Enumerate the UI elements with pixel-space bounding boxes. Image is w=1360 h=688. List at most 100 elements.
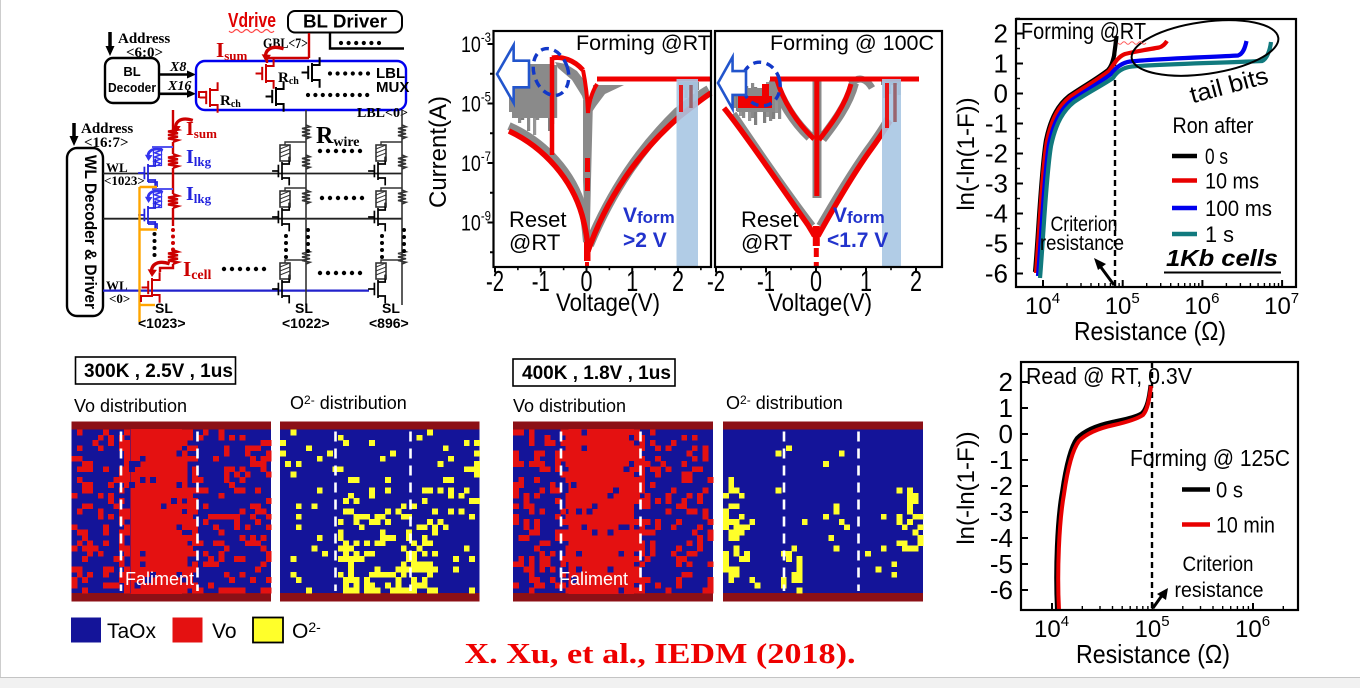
svg-text:BL: BL — [123, 64, 140, 79]
svg-text:WL: WL — [106, 278, 128, 293]
svg-text:400K , 1.8V , 1us: 400K , 1.8V , 1us — [522, 363, 671, 384]
svg-text:Rch: Rch — [278, 70, 299, 87]
svg-text:Forming @ 100C: Forming @ 100C — [770, 31, 934, 55]
svg-text:-1: -1 — [990, 445, 1013, 475]
svg-text:-4: -4 — [990, 523, 1013, 553]
svg-text:Voltage(V): Voltage(V) — [556, 289, 660, 317]
svg-text:-6: -6 — [990, 575, 1013, 605]
svg-text:Isum: Isum — [216, 38, 247, 63]
svg-text:@RT: @RT — [741, 230, 792, 255]
svg-text:Rwire: Rwire — [316, 123, 360, 150]
svg-text:300K , 2.5V , 1us: 300K , 2.5V , 1us — [84, 361, 233, 382]
svg-text:Faliment: Faliment — [559, 569, 628, 589]
svg-text:-2: -2 — [985, 139, 1008, 169]
svg-text:-5: -5 — [985, 229, 1008, 259]
svg-text:Address: Address — [118, 31, 170, 47]
svg-text:Ilkg: Ilkg — [186, 146, 212, 169]
svg-text:1 s: 1 s — [1205, 222, 1234, 247]
svg-text:>2 V: >2 V — [623, 229, 667, 252]
svg-text:-2: -2 — [990, 471, 1013, 501]
svg-text:Resistance (Ω): Resistance (Ω) — [1074, 316, 1226, 346]
svg-text:-1: -1 — [532, 266, 550, 298]
svg-text:Read @ RT, 0.3V: Read @ RT, 0.3V — [1026, 363, 1193, 389]
svg-text:<896>: <896> — [369, 315, 409, 331]
svg-text:SL: SL — [295, 300, 313, 316]
svg-text:ln(-ln(1-F)): ln(-ln(1-F)) — [953, 97, 980, 210]
svg-text:Criterion: Criterion — [1051, 213, 1118, 236]
svg-text:<1023>: <1023> — [138, 315, 186, 331]
svg-text:SL: SL — [155, 300, 173, 316]
svg-text:10 ms: 10 ms — [1205, 169, 1259, 194]
svg-text:0 s: 0 s — [1216, 478, 1243, 503]
svg-text:0: 0 — [999, 419, 1013, 449]
svg-text:Decoder: Decoder — [108, 80, 156, 95]
svg-text:-1: -1 — [757, 266, 775, 298]
svg-text:<1023>: <1023> — [104, 173, 145, 188]
svg-text:Ilkg: Ilkg — [186, 183, 212, 206]
svg-text:107: 107 — [1264, 290, 1299, 320]
svg-text:Reset: Reset — [509, 207, 566, 232]
svg-text:10-9: 10-9 — [461, 208, 491, 236]
svg-text:<1022>: <1022> — [282, 315, 330, 331]
svg-text:0: 0 — [810, 266, 822, 298]
svg-text:Icell: Icell — [183, 257, 212, 283]
svg-text:-2: -2 — [486, 266, 504, 298]
svg-text:Reset: Reset — [741, 207, 798, 232]
svg-text:0: 0 — [581, 266, 593, 298]
svg-text:WL Decoder & Driver: WL Decoder & Driver — [81, 155, 99, 310]
svg-text:WL: WL — [106, 160, 128, 175]
svg-text:MUX: MUX — [376, 79, 409, 96]
svg-text:<1.7 V: <1.7 V — [827, 229, 888, 252]
svg-text:<16:7>: <16:7> — [84, 135, 129, 151]
svg-text:Vo: Vo — [212, 620, 237, 643]
svg-text:-4: -4 — [985, 199, 1008, 229]
svg-text:1: 1 — [860, 266, 872, 298]
svg-text:Voltage(V): Voltage(V) — [768, 289, 872, 317]
svg-text:Ron after: Ron after — [1173, 113, 1254, 138]
svg-text:Vo distribution: Vo distribution — [74, 396, 187, 416]
svg-text:-1: -1 — [985, 109, 1008, 139]
svg-text:<0>: <0> — [109, 291, 130, 306]
svg-text:10 min: 10 min — [1216, 513, 1275, 538]
svg-text:SL: SL — [382, 300, 400, 316]
svg-text:-3: -3 — [990, 497, 1013, 527]
svg-text:10-5: 10-5 — [461, 89, 491, 117]
svg-text:106: 106 — [1235, 613, 1270, 643]
svg-text:Forming @ 125C: Forming @ 125C — [1130, 445, 1290, 471]
svg-text:O2- distribution: O2- distribution — [726, 393, 843, 413]
svg-text:@RT: @RT — [509, 230, 560, 255]
svg-text:Resistance (Ω): Resistance (Ω) — [1076, 639, 1230, 669]
svg-text:Vform: Vform — [833, 204, 885, 227]
svg-text:LBL<0>: LBL<0> — [357, 106, 408, 121]
svg-text:1Kb cells: 1Kb cells — [1166, 245, 1278, 271]
svg-text:X. Xu, et al., IEDM (2018).: X. Xu, et al., IEDM (2018). — [465, 638, 856, 670]
svg-text:resistance: resistance — [1040, 232, 1124, 255]
svg-text:2: 2 — [910, 266, 922, 298]
svg-text:O2-: O2- — [292, 619, 321, 643]
svg-text:100 ms: 100 ms — [1205, 196, 1272, 221]
svg-text:BL Driver: BL Driver — [303, 12, 387, 32]
svg-text:ln(-ln(1-F)): ln(-ln(1-F)) — [953, 431, 980, 544]
svg-text:Isum: Isum — [186, 118, 217, 141]
svg-text:resistance: resistance — [1175, 579, 1264, 602]
svg-text:2: 2 — [672, 266, 684, 298]
svg-text:Criterion: Criterion — [1183, 553, 1254, 576]
svg-text:TaOx: TaOx — [107, 620, 157, 643]
svg-text:2: 2 — [994, 19, 1008, 49]
svg-text:1: 1 — [999, 393, 1013, 423]
svg-text:Vform: Vform — [623, 204, 675, 227]
svg-text:104: 104 — [1025, 290, 1060, 320]
svg-text:Address: Address — [81, 121, 133, 137]
svg-text:-5: -5 — [990, 549, 1013, 579]
svg-text:-2: -2 — [707, 266, 725, 298]
svg-text:Forming @RT: Forming @RT — [1021, 18, 1146, 44]
svg-text:1: 1 — [626, 266, 638, 298]
svg-text:0 s: 0 s — [1205, 144, 1228, 169]
svg-text:10-3: 10-3 — [461, 29, 491, 57]
svg-text:X8: X8 — [169, 60, 186, 75]
svg-text:104: 104 — [1034, 613, 1069, 643]
svg-text:LBL: LBL — [376, 65, 405, 82]
svg-text:X16: X16 — [167, 79, 191, 94]
svg-text:Forming @RT: Forming @RT — [576, 31, 711, 55]
svg-text:1: 1 — [994, 49, 1008, 79]
